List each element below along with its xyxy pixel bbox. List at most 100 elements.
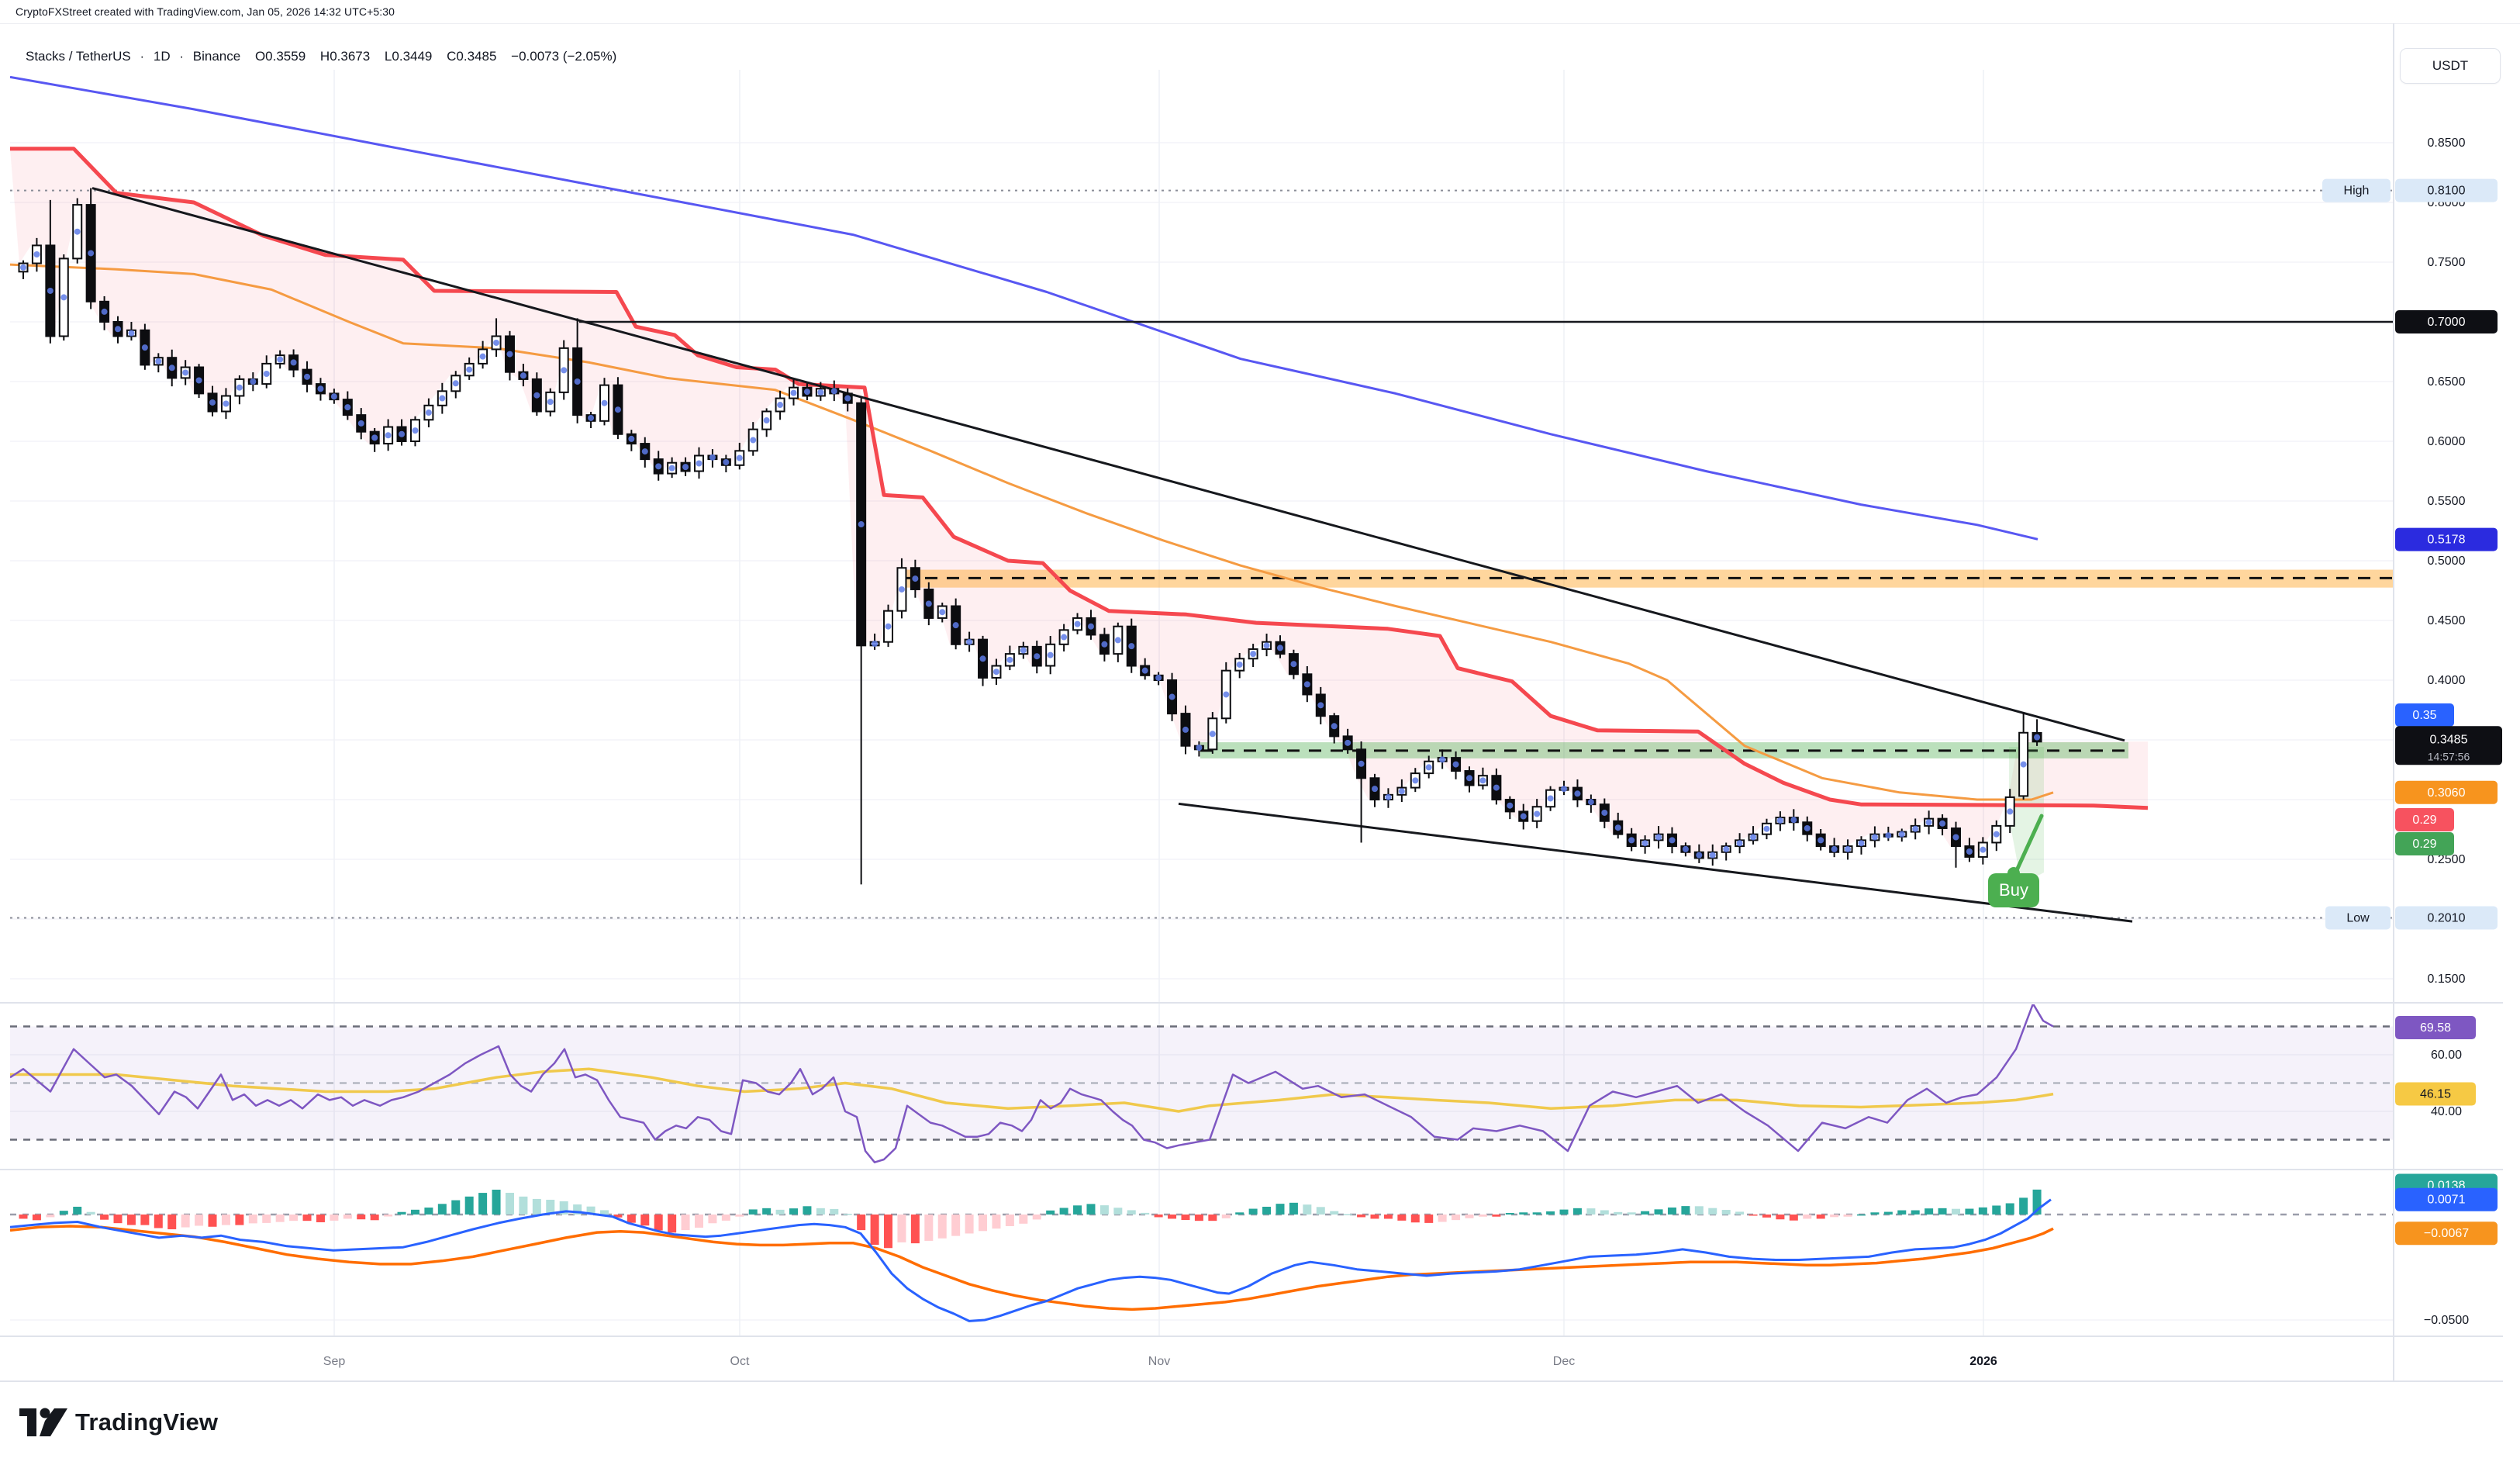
price-axis[interactable]: 0.85000.80000.75000.65000.60000.55000.50… xyxy=(2322,136,2502,1327)
currency-toggle-button[interactable]: USDT xyxy=(2400,48,2501,84)
dot-indicator xyxy=(20,264,26,271)
dot-indicator xyxy=(344,404,351,411)
macd-histogram-bar xyxy=(100,1215,109,1220)
dot-indicator xyxy=(858,521,865,528)
rsi-pane xyxy=(10,1004,2394,1163)
time-axis-label: Dec xyxy=(1553,1355,1575,1368)
macd-histogram-bar xyxy=(735,1215,744,1217)
axis-tick-label: 0.1500 xyxy=(2428,973,2466,986)
macd-line xyxy=(10,1198,2052,1322)
macd-histogram-bar xyxy=(586,1206,595,1215)
macd-histogram-bar xyxy=(424,1208,433,1215)
dot-indicator xyxy=(1425,764,1432,771)
macd-histogram-bar xyxy=(1641,1211,1650,1215)
macd-histogram-bar xyxy=(1559,1209,1569,1215)
dot-indicator xyxy=(1074,620,1081,627)
macd-histogram-bar xyxy=(546,1199,555,1215)
dot-indicator xyxy=(88,250,95,257)
time-axis[interactable]: Sep Oct Nov Dec 2026 xyxy=(323,1355,1997,1368)
dot-indicator xyxy=(371,434,378,441)
dot-indicator xyxy=(1587,799,1594,806)
dot-indicator xyxy=(1317,702,1324,709)
rsi-value-label: 69.58 xyxy=(2395,1016,2476,1040)
dot-indicator xyxy=(1128,643,1135,650)
level-0.70-label-text: 0.7000 xyxy=(2428,316,2466,329)
dot-indicator xyxy=(1263,642,1270,649)
dot-indicator xyxy=(844,395,851,402)
dot-indicator xyxy=(155,358,162,365)
macd-histogram-bar xyxy=(1776,1215,1785,1220)
macd-histogram-bar xyxy=(937,1215,947,1239)
dot-indicator xyxy=(385,432,392,439)
dot-indicator xyxy=(1466,775,1473,782)
dot-indicator xyxy=(1250,651,1257,658)
dot-indicator xyxy=(277,356,284,363)
dot-indicator xyxy=(1845,845,1852,852)
dot-indicator xyxy=(466,366,473,373)
macd-histogram-bar xyxy=(857,1215,866,1231)
dot-indicator xyxy=(1412,777,1419,784)
attribution-bar: CryptoFXStreet created with TradingView.… xyxy=(0,0,2520,24)
dot-indicator xyxy=(399,430,406,437)
macd-histogram-bar xyxy=(884,1215,893,1249)
dot-indicator xyxy=(1020,647,1027,654)
macd-histogram-bar xyxy=(1005,1215,1014,1226)
dot-indicator xyxy=(872,641,879,648)
macd-histogram-bar xyxy=(775,1209,785,1215)
axis-tick-label: 0.2500 xyxy=(2428,853,2466,866)
macd-histogram-bar xyxy=(1721,1210,1731,1215)
dot-indicator xyxy=(1385,793,1392,800)
dot-indicator xyxy=(1912,825,1919,832)
dot-indicator xyxy=(1561,786,1568,793)
dot-indicator xyxy=(1939,820,1946,827)
macd-histogram-bar xyxy=(668,1215,677,1233)
dot-indicator xyxy=(317,385,324,392)
macd-histogram-bar xyxy=(1856,1214,1866,1216)
dot-indicator xyxy=(1966,848,1973,855)
dot-indicator xyxy=(1547,795,1554,802)
macd-histogram-bar xyxy=(1492,1215,1501,1217)
chart-canvas[interactable]: Buy 0.8500 0.8000 0.7500 0.6500 0.6000 0.5500 0… xyxy=(0,23,2520,1388)
dot-indicator xyxy=(547,399,554,406)
macd-histogram-bar xyxy=(330,1215,339,1221)
current-price-label: 0.3485 14:57:56 xyxy=(2395,726,2502,765)
macd-histogram-bar xyxy=(654,1215,663,1231)
dot-indicator xyxy=(709,454,716,461)
buy-signal-flag xyxy=(2009,747,2044,884)
macd-histogram-bar xyxy=(965,1215,974,1234)
macd-histogram-bar xyxy=(1735,1211,1745,1215)
dot-indicator xyxy=(223,400,230,407)
tradingview-logo[interactable]: TradingView xyxy=(19,1401,218,1444)
dot-indicator xyxy=(1155,674,1162,681)
rsi-value-label-text: 69.58 xyxy=(2420,1021,2451,1035)
macd-histogram-bar xyxy=(1194,1215,1203,1221)
dots-price-label-text: 0.35 xyxy=(2412,709,2436,722)
macd-histogram-bar xyxy=(235,1215,244,1225)
dot-indicator xyxy=(939,609,946,616)
macd-histogram-bar xyxy=(1708,1208,1717,1215)
macd-histogram-bar xyxy=(1019,1215,1028,1224)
dot-indicator xyxy=(520,372,526,379)
tradingview-logo-icon xyxy=(19,1408,67,1436)
rsi-ma-value-label-text: 46.15 xyxy=(2420,1088,2451,1101)
axis-tick-label: 0.5500 xyxy=(2428,495,2466,508)
ohlc-close: C0.3485 xyxy=(447,49,497,64)
macd-histogram-bar xyxy=(397,1211,406,1215)
dot-indicator xyxy=(357,420,364,427)
dot-indicator xyxy=(115,326,122,333)
macd-histogram-bar xyxy=(789,1208,799,1215)
macd-histogram-bar xyxy=(1221,1215,1231,1218)
dot-indicator xyxy=(1804,824,1811,831)
high-price-label-text: 0.8100 xyxy=(2428,185,2466,198)
dot-indicator xyxy=(1087,623,1094,630)
dot-indicator xyxy=(979,655,986,662)
axis-tick-label: 0.6500 xyxy=(2428,375,2466,389)
macd-histogram-bar xyxy=(46,1215,55,1218)
macd-histogram-bar xyxy=(1843,1215,1852,1217)
dot-indicator xyxy=(101,308,108,315)
macd-histogram-bar xyxy=(1181,1215,1190,1221)
timeframe-label: 1D xyxy=(153,49,171,64)
macd-histogram-bar xyxy=(492,1189,501,1215)
macd-histogram-bar xyxy=(1992,1205,2001,1215)
dot-indicator xyxy=(1858,840,1865,847)
